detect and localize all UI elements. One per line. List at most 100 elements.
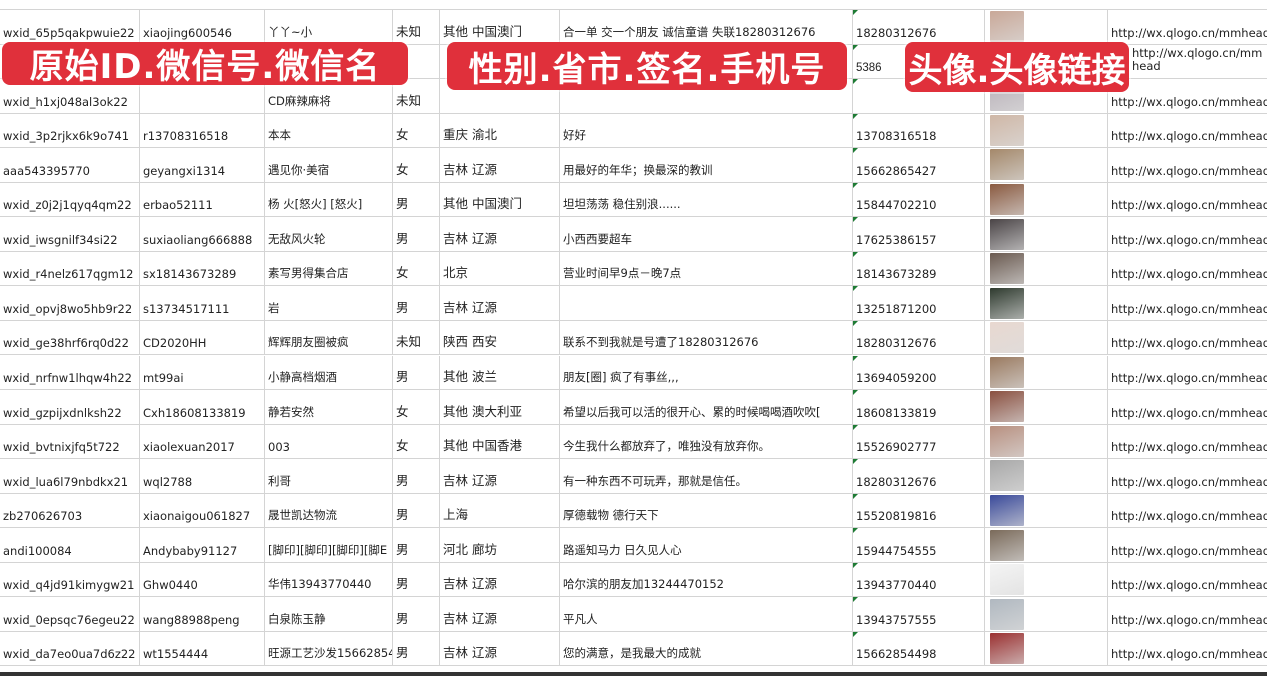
gender-cell[interactable]: 男 (393, 528, 440, 562)
wechat-id-cell[interactable]: s13734517111 (140, 286, 265, 320)
original-id-cell[interactable]: wxid_ge38hrf6rq0d22 (0, 320, 140, 355)
original-id-cell[interactable]: wxid_0epsqc76egeu22 (0, 597, 140, 631)
gender-cell[interactable]: 未知 (393, 320, 440, 355)
phone-cell[interactable]: 15662854498 (853, 631, 985, 666)
gender-cell[interactable]: 女 (393, 113, 440, 148)
phone-cell[interactable]: 18280312676 (853, 459, 985, 493)
avatar-url-cell[interactable]: http://wx.qlogo.cn/mmhead (1108, 356, 1267, 390)
phone-cell[interactable]: 15526902777 (853, 424, 985, 459)
original-id-cell[interactable]: wxid_da7eo0ua7d6z22 (0, 631, 140, 666)
signature-cell[interactable]: 希望以后我可以活的很开心、累的时候喝喝酒吹吹[ (560, 390, 853, 424)
wechat-id-cell[interactable]: xiaolexuan2017 (140, 424, 265, 459)
original-id-cell[interactable]: andi100084 (0, 528, 140, 562)
gender-cell[interactable]: 女 (393, 390, 440, 424)
wechat-id-cell[interactable]: wt1554444 (140, 631, 265, 666)
nickname-cell[interactable]: CD麻辣麻将 (265, 79, 393, 113)
phone-cell[interactable]: 15520819816 (853, 493, 985, 528)
phone-cell[interactable] (853, 79, 985, 113)
signature-cell[interactable]: 有一种东西不可玩弄，那就是信任。 (560, 459, 853, 493)
signature-cell[interactable]: 营业时间早9点－晚7点 (560, 251, 853, 286)
nickname-cell[interactable]: 旺源工艺沙发15662854 (265, 631, 393, 666)
nickname-cell[interactable]: 素写男得集合店 (265, 251, 393, 286)
avatar-url-cell[interactable]: http://wx.qlogo.cn/mmhead (1108, 45, 1267, 79)
wechat-id-cell[interactable]: erbao52111 (140, 182, 265, 217)
region-cell[interactable] (440, 79, 560, 113)
original-id-cell[interactable]: wxid_lua6l79nbdkx21 (0, 459, 140, 493)
gender-cell[interactable]: 男 (393, 597, 440, 631)
original-id-cell[interactable]: wxid_nrfnw1lhqw4h22 (0, 355, 140, 390)
signature-cell[interactable]: 哈尔滨的朋友加13244470152 (560, 562, 853, 597)
gender-cell[interactable]: 男 (393, 631, 440, 666)
nickname-cell[interactable]: 利哥 (265, 459, 393, 493)
avatar-cell[interactable] (985, 459, 1108, 493)
avatar-url-cell[interactable]: http://wx.qlogo.cn/mmhead (1108, 79, 1267, 113)
gender-cell[interactable]: 男 (393, 355, 440, 390)
avatar-url-cell[interactable]: http://wx.qlogo.cn/mmhead (1108, 321, 1267, 355)
region-cell[interactable]: 河北 廊坊 (440, 528, 560, 562)
wechat-id-cell[interactable]: Andybaby91127 (140, 528, 265, 562)
avatar-url-cell[interactable]: http://wx.qlogo.cn/mmhead (1108, 183, 1267, 217)
region-cell[interactable]: 吉林 辽源 (440, 459, 560, 493)
nickname-cell[interactable]: 晟世凯达物流 (265, 493, 393, 528)
avatar-url-cell[interactable]: http://wx.qlogo.cn/mmhead (1108, 563, 1267, 597)
gender-cell[interactable]: 男 (393, 459, 440, 493)
avatar-cell[interactable] (985, 217, 1108, 251)
gender-cell[interactable]: 女 (393, 251, 440, 286)
nickname-cell[interactable]: [脚印][脚印][脚印][脚E (265, 528, 393, 562)
region-cell[interactable]: 北京 (440, 251, 560, 286)
signature-cell[interactable]: 用最好的年华；换最深的教训 (560, 148, 853, 182)
wechat-id-cell[interactable]: xiaojing600546 (140, 10, 265, 44)
phone-cell[interactable]: 13708316518 (853, 113, 985, 148)
avatar-cell[interactable] (985, 113, 1108, 148)
gender-cell[interactable]: 女 (393, 148, 440, 182)
avatar-url-cell[interactable]: http://wx.qlogo.cn/mmhead (1108, 425, 1267, 459)
avatar-cell[interactable] (985, 286, 1108, 320)
avatar-cell[interactable] (985, 493, 1108, 528)
avatar-url-cell[interactable]: http://wx.qlogo.cn/mmhead (1108, 148, 1267, 182)
signature-cell[interactable] (560, 44, 853, 79)
avatar-url-cell[interactable]: http://wx.qlogo.cn/mmhead (1108, 632, 1267, 666)
phone-cell[interactable]: 13943770440 (853, 562, 985, 597)
region-cell[interactable]: 其他 澳大利亚 (440, 390, 560, 424)
phone-cell[interactable]: 15662865427 (853, 148, 985, 182)
original-id-cell[interactable]: wxid_r4nelz617qgm12 (0, 251, 140, 286)
signature-cell[interactable]: 好好 (560, 113, 853, 148)
region-cell[interactable]: 吉林 辽源 (440, 562, 560, 597)
phone-cell[interactable]: 18280312676 (853, 320, 985, 355)
phone-cell[interactable]: 17625386157 (853, 217, 985, 251)
wechat-id-cell[interactable]: r13708316518 (140, 113, 265, 148)
signature-cell[interactable]: 您的满意，是我最大的成就 (560, 631, 853, 666)
region-cell[interactable]: 吉林 辽源 (440, 286, 560, 320)
wechat-id-cell[interactable]: xiaonaigou061827 (140, 493, 265, 528)
region-cell[interactable]: 其他 波兰 (440, 355, 560, 390)
signature-cell[interactable]: 今生我什么都放弃了，唯独没有放弃你。 (560, 424, 853, 459)
avatar-cell[interactable] (985, 10, 1108, 44)
original-id-cell[interactable]: wxid_q4jd91kimygw21 (0, 562, 140, 597)
wechat-id-cell[interactable]: geyangxi1314 (140, 148, 265, 182)
region-cell[interactable]: 吉林 辽源 (440, 631, 560, 666)
phone-cell[interactable]: 18143673289 (853, 251, 985, 286)
signature-cell[interactable]: 合一单 交一个朋友 诚信童谱 失联18280312676 (560, 10, 853, 44)
phone-cell[interactable]: 13251871200 (853, 286, 985, 320)
avatar-url-cell[interactable]: http://wx.qlogo.cn/mmhead (1108, 114, 1267, 148)
signature-cell[interactable]: 平凡人 (560, 597, 853, 631)
gender-cell[interactable]: 男 (393, 182, 440, 217)
signature-cell[interactable]: 坦坦荡荡 稳住别浪...... (560, 182, 853, 217)
nickname-cell[interactable]: 丫丫~小 (265, 10, 393, 44)
original-id-cell[interactable]: wxid_h1xj048al3ok22 (0, 79, 140, 113)
avatar-url-cell[interactable]: http://wx.qlogo.cn/mmhead (1108, 597, 1267, 631)
original-id-cell[interactable]: wxid_iwsgnilf34si22 (0, 217, 140, 251)
region-cell[interactable]: 其他 中国澳门 (440, 10, 560, 44)
nickname-cell[interactable]: 本本 (265, 113, 393, 148)
avatar-url-cell[interactable]: http://wx.qlogo.cn/mmhead (1108, 390, 1267, 424)
original-id-cell[interactable]: wxid_3p2rjkx6k9o741 (0, 113, 140, 148)
original-id-cell[interactable]: wxid_opvj8wo5hb9r22 (0, 286, 140, 320)
avatar-cell[interactable] (985, 355, 1108, 390)
original-id-cell[interactable]: wxid_gzpijxdnlksh22 (0, 390, 140, 424)
wechat-id-cell[interactable]: mt99ai (140, 355, 265, 390)
phone-cell[interactable]: 18608133819 (853, 390, 985, 424)
gender-cell[interactable]: 未知 (393, 10, 440, 44)
phone-cell[interactable]: 13943757555 (853, 597, 985, 631)
avatar-cell[interactable] (985, 320, 1108, 355)
nickname-cell[interactable]: 小静高档烟酒 (265, 355, 393, 390)
